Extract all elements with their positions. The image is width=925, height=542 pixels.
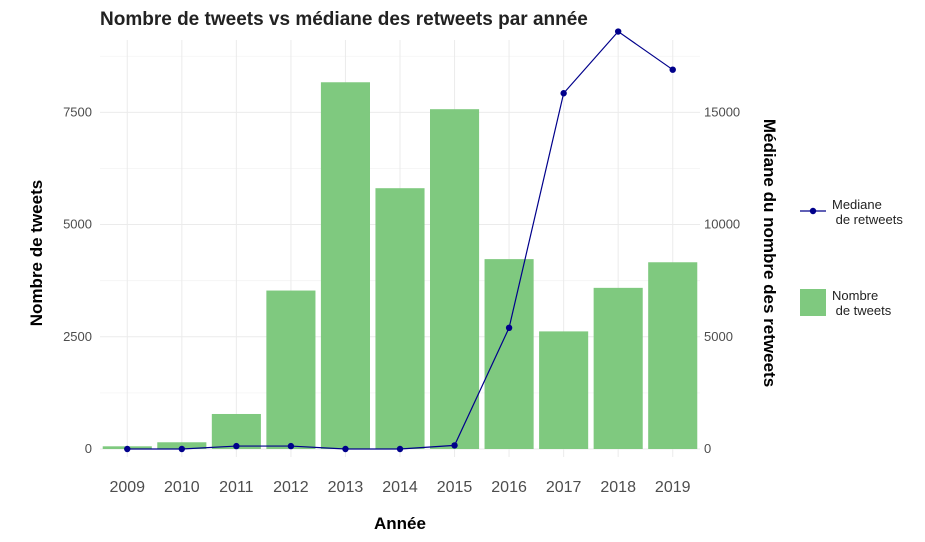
point-2016 <box>505 324 513 331</box>
chart-title: Nombre de tweets vs médiane des retweets… <box>100 9 588 30</box>
x-axis: 2009 2010 2011 2012 2013 2014 2015 2016 2017 2018… <box>109 479 690 496</box>
y-tick-label: 0 <box>85 441 92 456</box>
point-2011 <box>233 442 240 450</box>
y2-tick-label: 15000 <box>704 104 740 119</box>
x-tick-label: 2012 <box>273 479 309 496</box>
y-axis-title: Nombre de tweets <box>27 180 46 326</box>
line-series <box>124 28 676 453</box>
y2-tick-label: 5000 <box>704 329 733 344</box>
point-2014 <box>396 445 404 453</box>
point-2018 <box>614 28 622 35</box>
legend-line-marker <box>809 207 817 215</box>
x-tick-label: 2011 <box>219 479 254 496</box>
x-tick-label: 2016 <box>491 479 527 496</box>
bar-2016 <box>484 259 534 449</box>
legend-label: de tweets <box>832 303 892 318</box>
legend-item-line: Mediane de retweets <box>800 197 903 227</box>
y-axis-right: 0 5000 10000 15000 <box>704 104 740 456</box>
y-tick-label: 2500 <box>63 329 92 344</box>
legend-label: Mediane <box>832 197 882 212</box>
point-2012 <box>287 442 295 450</box>
y-tick-label: 5000 <box>63 217 92 232</box>
legend-label: Nombre <box>832 288 878 303</box>
x-tick-label: 2017 <box>546 479 582 496</box>
bar-2014 <box>375 188 425 449</box>
point-2017 <box>560 90 567 97</box>
point-2010 <box>178 445 186 453</box>
x-tick-label: 2009 <box>109 479 145 496</box>
bar-2012 <box>266 290 316 449</box>
point-2015 <box>451 442 458 449</box>
bar-series <box>102 82 698 450</box>
legend-item-bar: Nombre de tweets <box>800 288 892 318</box>
legend-label: de retweets <box>832 212 903 227</box>
point-2009 <box>124 445 131 453</box>
x-axis-title: Année <box>374 514 426 533</box>
x-tick-label: 2010 <box>164 479 200 496</box>
x-tick-label: 2013 <box>328 479 364 496</box>
x-tick-label: 2015 <box>437 479 473 496</box>
legend: Mediane de retweets Nombre de tweets <box>800 197 903 318</box>
y2-axis-title: Médiane du nombre des retweets <box>760 119 779 387</box>
bar-2017 <box>539 331 589 449</box>
y-tick-label: 7500 <box>63 104 92 119</box>
bar-2019 <box>648 262 698 449</box>
bar-2010 <box>157 442 207 449</box>
bar-2018 <box>593 287 643 449</box>
point-2019 <box>669 66 676 73</box>
bar-2013 <box>320 82 370 449</box>
legend-bar-swatch <box>800 289 826 316</box>
x-tick-label: 2018 <box>600 479 636 496</box>
x-tick-label: 2014 <box>382 479 418 496</box>
y-axis-left: 0 2500 5000 7500 <box>63 104 92 456</box>
y2-tick-label: 0 <box>704 441 711 456</box>
bar-2015 <box>430 109 480 450</box>
point-2013 <box>342 445 349 453</box>
y2-tick-label: 10000 <box>704 217 740 232</box>
x-tick-label: 2019 <box>655 479 691 496</box>
